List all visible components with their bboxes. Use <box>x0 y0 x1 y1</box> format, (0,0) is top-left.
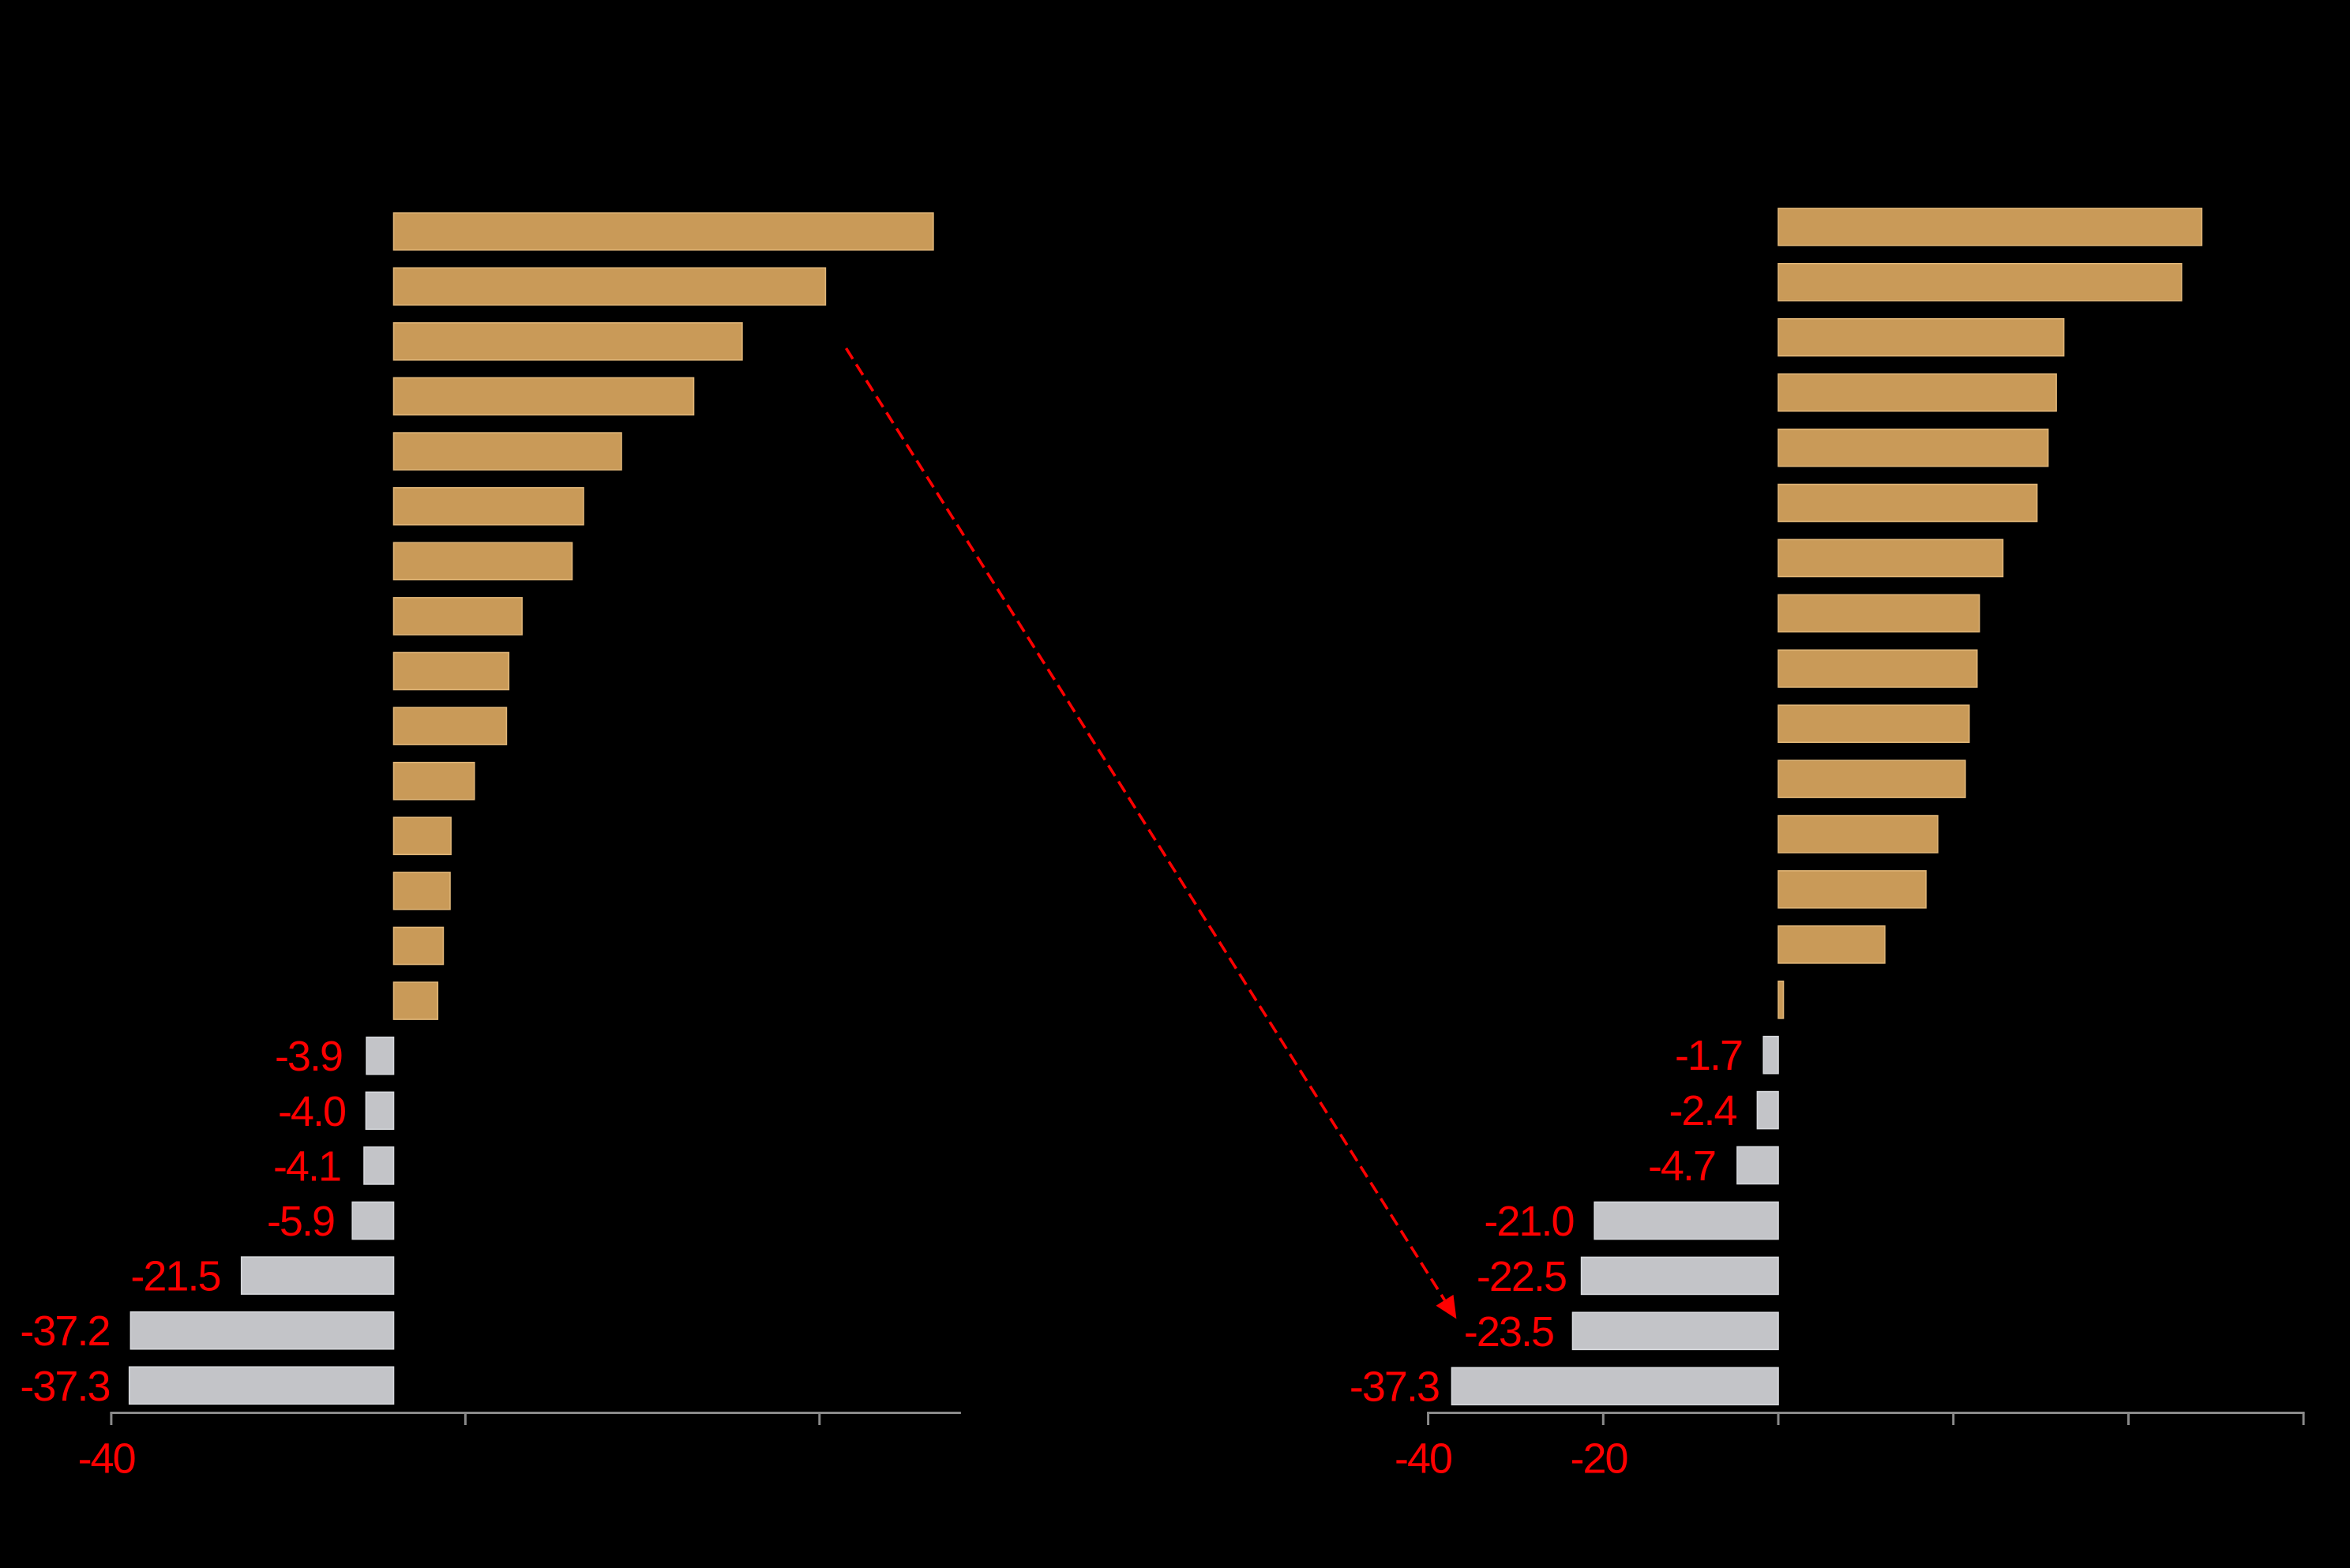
svg-text:-3.9: -3.9 <box>275 1033 342 1080</box>
svg-text:-5.9: -5.9 <box>267 1198 334 1245</box>
svg-text:-40: -40 <box>78 1435 135 1483</box>
svg-text:-23.5: -23.5 <box>1464 1308 1553 1356</box>
svg-text:-20: -20 <box>1570 1435 1627 1483</box>
svg-text:-40: -40 <box>1395 1435 1451 1483</box>
svg-text:-37.3: -37.3 <box>1350 1364 1439 1411</box>
svg-text:-4.1: -4.1 <box>273 1142 340 1190</box>
svg-text:-37.2: -37.2 <box>20 1307 109 1355</box>
svg-text:-1.7: -1.7 <box>1675 1032 1742 1079</box>
svg-text:-2.4: -2.4 <box>1669 1087 1736 1135</box>
svg-text:-4.7: -4.7 <box>1648 1142 1715 1190</box>
svg-text:-4.0: -4.0 <box>278 1088 345 1135</box>
svg-text:-21.0: -21.0 <box>1484 1198 1573 1245</box>
svg-text:-37.3: -37.3 <box>20 1363 109 1410</box>
svg-text:-22.5: -22.5 <box>1477 1253 1566 1300</box>
svg-text:-21.5: -21.5 <box>130 1253 220 1300</box>
